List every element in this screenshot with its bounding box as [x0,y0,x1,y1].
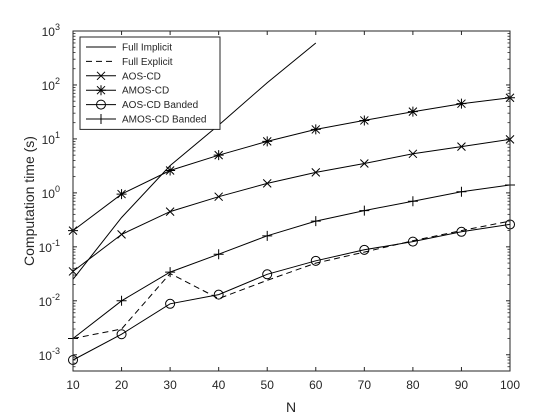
data-point [213,249,224,260]
legend-item: AOS-CD [86,71,161,82]
data-point [214,192,224,202]
legend-item: AMOS-CD Banded [86,114,206,126]
series-line [72,184,511,339]
y-tick-label-exponent: 3 [55,22,60,32]
data-point [407,196,418,207]
x-axis: 10 20 30 40 50 60 70 80 90 100 [66,31,520,392]
legend-marker [96,114,106,124]
data-point [456,98,467,109]
data-point [310,216,321,227]
x-tick-label: 30 [163,378,177,392]
series-line [72,138,511,272]
y-tick-label: 10-2 [39,292,60,309]
data-layer [68,42,515,365]
y-tick-label-exponent: 0 [55,184,60,194]
legend-label: AOS-CD Banded [122,100,198,111]
data-point [407,236,418,247]
legend-item: AMOS-CD [86,85,169,97]
y-tick-label-exponent: -2 [52,292,60,302]
x-tick-label: 70 [358,378,372,392]
legend-marker [96,71,106,81]
data-point [359,244,370,255]
data-point [262,230,273,241]
data-point [310,255,321,266]
data-point [116,295,127,306]
series-full-explicit [72,220,511,339]
y-axis-title: Computation time (s) [21,136,37,266]
y-tick-label: 103 [42,22,60,39]
data-point [311,168,321,177]
data-point [117,230,126,239]
data-point [457,142,466,151]
series-aos-cd [68,135,515,276]
data-point [262,269,273,280]
legend-box [79,36,221,130]
data-point [213,289,224,300]
y-tick-label: 101 [42,130,60,147]
series-line [72,220,511,339]
x-tick-label: 40 [212,378,226,392]
legend-marker [96,85,106,96]
data-point [310,124,321,135]
data-point [456,226,467,237]
legend-item: AOS-CD Banded [86,99,198,111]
series-line [72,42,317,280]
x-tick-label: 60 [309,378,323,392]
y-tick-label-exponent: -1 [52,238,60,248]
legend-label: Full Implicit [122,43,172,54]
legend-label: AMOS-CD Banded [122,115,206,126]
y-tick-label-exponent: -3 [52,346,60,356]
series-full-implicit [72,42,317,280]
y-tick-label: 100 [42,184,60,201]
y-tick-label-base: 10 [42,187,56,201]
legend-marker [96,99,106,110]
series-line [72,97,511,231]
y-tick-label-base: 10 [42,25,56,39]
data-point [359,115,370,126]
x-tick-label: 20 [115,378,129,392]
y-tick-label-exponent: 1 [55,130,60,140]
data-point [165,165,176,176]
data-point [116,189,127,200]
series-line [72,223,511,361]
legend-item: Full Implicit [86,43,172,54]
legend-label: AOS-CD [122,71,161,82]
x-tick-label: 90 [455,378,469,392]
y-tick-label-base: 10 [39,241,53,255]
y-tick-label-exponent: 2 [55,76,60,86]
legend-label: AMOS-CD [122,86,169,97]
x-tick-label: 50 [261,378,275,392]
data-point [213,150,224,161]
y-tick-label: 102 [42,76,60,93]
data-point [359,159,369,168]
y-tick-label-base: 10 [42,79,56,93]
x-tick-label: 100 [500,378,520,392]
data-point [262,179,272,188]
y-tick-label-base: 10 [42,133,56,147]
data-point [408,149,418,159]
y-tick-label-base: 10 [39,295,53,309]
legend: Full Implicit Full Explicit AOS-CD AMOS-CD A… [79,36,221,130]
legend-item: Full Explicit [86,57,173,68]
x-tick-label: 80 [406,378,420,392]
y-tick-label: 10-3 [39,346,60,363]
data-point [116,329,127,340]
y-tick-label-base: 10 [39,349,53,363]
legend-label: Full Explicit [122,57,173,68]
y-tick-label: 10-1 [39,238,60,255]
data-point [262,136,273,147]
series-aos-cd-banded [68,219,515,365]
data-point [165,298,176,309]
data-point [456,186,467,197]
data-point [165,267,176,278]
x-axis-title: N [286,399,296,415]
x-tick-label: 10 [66,378,80,392]
data-point [407,106,418,117]
data-point [359,205,370,216]
data-point [165,207,175,216]
